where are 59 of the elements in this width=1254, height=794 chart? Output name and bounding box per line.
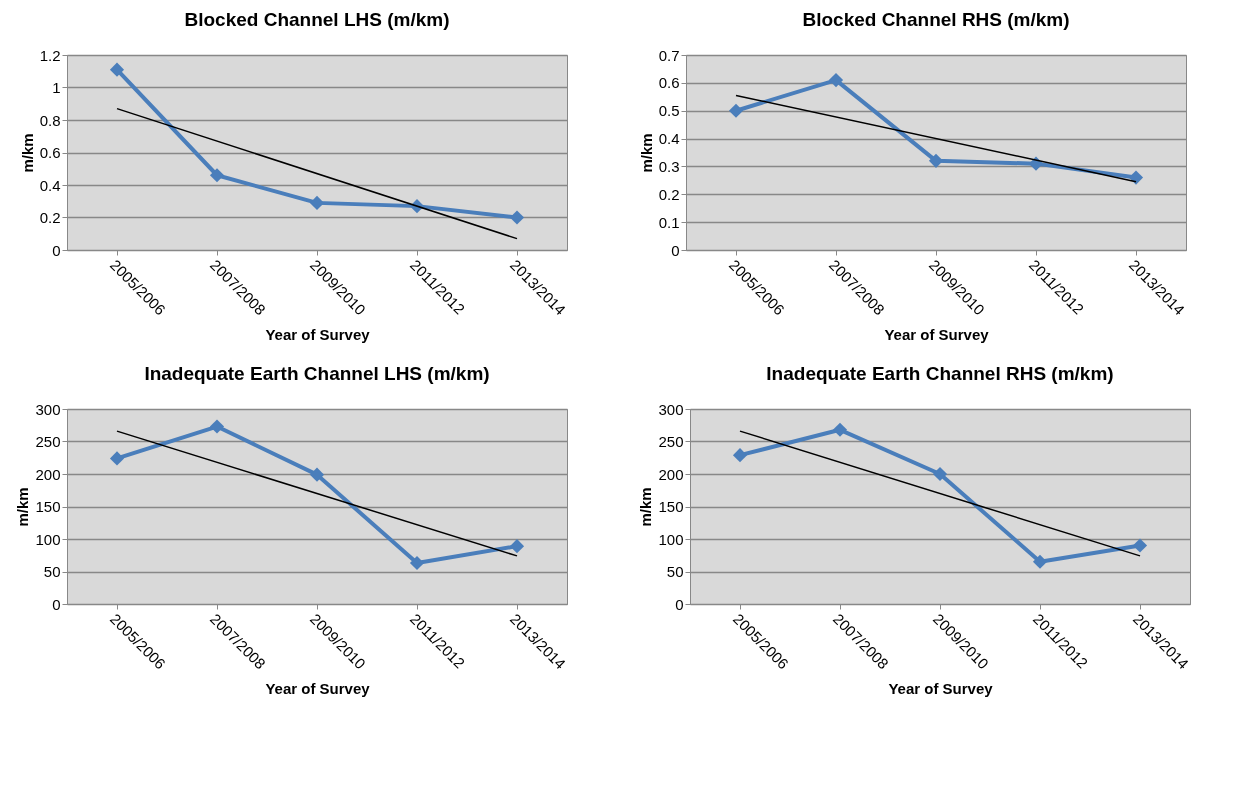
y-tick-label: 0	[675, 595, 684, 613]
point	[309, 467, 325, 482]
y-tick-label: 250	[658, 433, 684, 450]
y-tick-label: 50	[43, 563, 61, 580]
y-tick-label: 0.7	[658, 46, 680, 64]
y-axis-title: m/km	[18, 133, 36, 173]
y-tick-label: 150	[35, 498, 61, 515]
point	[209, 419, 225, 434]
chart-title: Blocked Channel RHS (m/km)	[802, 9, 1070, 30]
point	[732, 448, 748, 463]
y-tick-label: 0	[52, 241, 61, 259]
point	[109, 451, 125, 466]
y-tick-label: 300	[35, 400, 61, 418]
y-tick-label: 100	[658, 530, 684, 548]
point	[1132, 538, 1148, 553]
y-tick-label: 0.1	[658, 213, 680, 231]
chart-title: Blocked Channel LHS (m/km)	[184, 9, 450, 30]
y-tick-label: 0	[52, 595, 61, 613]
y-axis-title: m/km	[637, 487, 655, 527]
point	[309, 195, 325, 210]
x-axis-title: Year of Survey	[884, 326, 990, 344]
point	[509, 539, 525, 554]
point	[209, 168, 225, 183]
y-tick-label: 0.4	[658, 130, 680, 148]
y-tick-label: 1	[52, 79, 61, 96]
y-tick-label: 0.5	[658, 102, 680, 120]
y-tick-label: 0	[671, 241, 680, 259]
y-tick-label: 0.8	[39, 111, 61, 129]
y-tick-label: 0.4	[39, 176, 61, 194]
point	[932, 466, 948, 482]
point	[728, 103, 744, 118]
point	[832, 422, 848, 437]
x-axis-title: Year of Survey	[265, 680, 371, 698]
y-tick-label: 100	[35, 530, 61, 548]
y-tick-label: 0.2	[39, 209, 61, 226]
y-tick-label: 0.6	[658, 74, 680, 92]
y-axis-title: m/km	[637, 133, 655, 173]
x-axis-title: Year of Survey	[265, 326, 371, 344]
point	[1032, 554, 1048, 569]
y-tick-label: 300	[658, 400, 684, 418]
point	[828, 73, 844, 88]
y-tick-label: 250	[35, 433, 61, 450]
y-tick-label: 0.3	[658, 157, 680, 175]
point	[1128, 170, 1144, 185]
chart-title: Inadequate Earth Channel LHS (m/km)	[144, 363, 490, 384]
y-tick-label: 200	[35, 465, 61, 483]
y-tick-label: 1.2	[39, 46, 61, 64]
x-axis-title: Year of Survey	[888, 680, 994, 698]
point	[109, 62, 125, 77]
y-axis-title: m/km	[14, 487, 32, 527]
y-tick-label: 200	[658, 465, 684, 483]
point	[509, 210, 525, 225]
y-tick-label: 0.2	[658, 185, 680, 203]
point	[928, 153, 944, 168]
chart-title: Inadequate Earth Channel RHS (m/km)	[766, 363, 1114, 384]
point	[409, 555, 425, 571]
y-tick-label: 0.6	[39, 144, 61, 161]
y-tick-label: 150	[658, 498, 684, 515]
y-tick-label: 50	[666, 563, 684, 580]
